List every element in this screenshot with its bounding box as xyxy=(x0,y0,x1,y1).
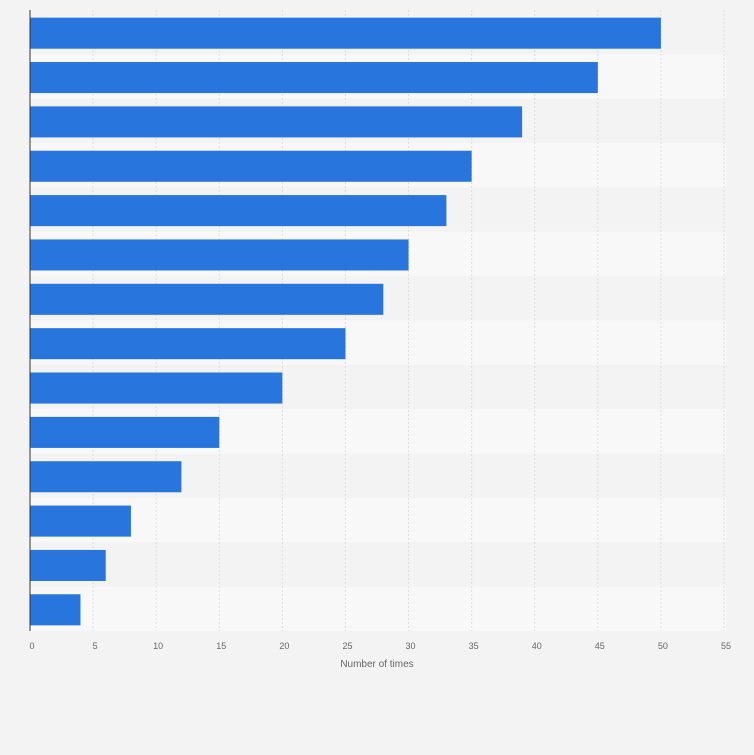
x-tick-label: 30 xyxy=(406,641,416,651)
row-band xyxy=(30,542,726,587)
bar[interactable] xyxy=(30,328,346,360)
bar[interactable] xyxy=(30,239,409,271)
bar[interactable] xyxy=(30,461,182,493)
x-axis-label: Number of times xyxy=(340,659,413,670)
x-tick-label: 35 xyxy=(469,641,479,651)
x-tick-label: 45 xyxy=(595,641,605,651)
bar[interactable] xyxy=(30,106,523,138)
x-tick-label: 15 xyxy=(216,641,226,651)
row-band xyxy=(30,497,726,543)
x-tick-label: 10 xyxy=(153,641,163,651)
bar[interactable] xyxy=(30,17,661,49)
x-tick-labels: 0 5 10 15 20 25 30 35 40 45 50 55 xyxy=(29,641,731,651)
bar[interactable] xyxy=(30,62,598,94)
x-tick-label: 50 xyxy=(658,641,668,651)
x-tick-label: 5 xyxy=(93,641,98,651)
bar[interactable] xyxy=(30,505,131,537)
x-tick-label: 40 xyxy=(532,641,542,651)
bar[interactable] xyxy=(30,372,283,404)
x-tick-label: 55 xyxy=(721,641,731,651)
x-tick-label: 20 xyxy=(279,641,289,651)
bar[interactable] xyxy=(30,549,106,581)
bar[interactable] xyxy=(30,416,220,448)
row-bands xyxy=(30,10,726,631)
x-tick-label: 0 xyxy=(29,641,34,651)
bars xyxy=(30,17,661,626)
bar[interactable] xyxy=(30,283,384,315)
bar[interactable] xyxy=(30,150,472,182)
row-band xyxy=(30,586,726,631)
x-tick-label: 25 xyxy=(342,641,352,651)
bar[interactable] xyxy=(30,195,447,227)
bar[interactable] xyxy=(30,594,81,626)
